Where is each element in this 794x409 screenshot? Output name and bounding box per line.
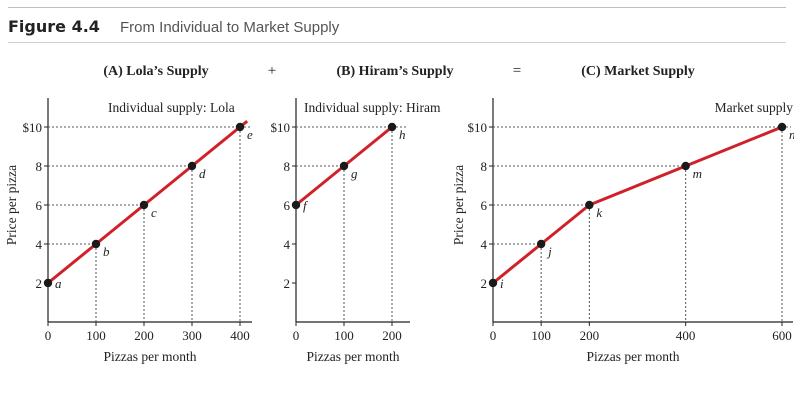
panel-title: (B) Hiram’s Supply [337,64,454,79]
panel-title: (A) Lola’s Supply [103,64,208,79]
x-axis-label: Pizzas per month [307,349,400,364]
x-tick-label: 0 [45,328,52,343]
y-tick-label: 8 [481,159,488,174]
y-tick-label: 2 [36,276,43,291]
y-axis-label: Price per pizza [451,165,466,245]
y-tick-label: 2 [284,276,291,291]
point-label-c: c [151,205,157,220]
data-point-j [536,239,546,249]
panel-3: (C) Market Supply 2 4 6 8 $10 0 100 200 400 600 Piz… [451,64,794,364]
data-point-f [291,200,301,210]
data-point-m [681,161,690,171]
x-tick-label: 400 [676,328,696,343]
point-label-f: f [303,198,309,213]
y-tick-label: 8 [36,159,43,174]
point-label-m: m [693,166,702,181]
data-point-a [43,278,53,288]
panel-1: (A) Lola’s Supply 2 4 6 8 $10 0 100 200 300 400 Piz… [4,64,253,364]
supply-curve [492,125,783,285]
y-tick-label: $10 [271,120,291,135]
point-label-a: a [55,276,62,291]
x-tick-label: 600 [772,328,792,343]
x-tick-label: 100 [86,328,106,343]
y-tick-label: 8 [284,159,291,174]
x-tick-label: 200 [580,328,600,343]
x-axis-label: Pizzas per month [587,349,680,364]
x-tick-label: 200 [134,328,154,343]
operator-plus: + [268,63,276,79]
header-bottom-rule [8,42,786,43]
point-label-i: i [500,276,504,291]
point-label-g: g [351,166,358,181]
curve-label: Individual supply: Hiram [304,100,441,115]
figure-title: From Individual to Market Supply [120,19,340,36]
y-tick-label: 6 [481,198,488,213]
header-top-rule [8,7,786,8]
data-point-e [235,122,245,132]
y-tick-label: 4 [481,237,488,252]
point-label-e: e [247,127,253,142]
x-tick-label: 0 [293,328,300,343]
y-tick-label: $10 [23,120,43,135]
operator-equals: = [513,63,521,79]
y-tick-label: 4 [284,237,291,252]
y-tick-label: 4 [36,237,43,252]
point-label-d: d [199,166,206,181]
y-tick-label: 2 [481,276,488,291]
x-tick-label: 300 [182,328,202,343]
x-tick-label: 100 [334,328,354,343]
figure-label: Figure 4.4 [8,17,100,36]
curve-label: Individual supply: Lola [108,100,235,115]
data-point-n [777,122,787,132]
x-tick-label: 0 [490,328,497,343]
point-label-b: b [103,244,110,259]
panel-2: (B) Hiram’s Supply 2 4 6 8 $10 0 100 200 Pizzas p… [271,64,454,364]
x-tick-label: 400 [230,328,250,343]
point-label-h: h [399,127,406,142]
point-label-j: j [546,244,552,259]
point-label-n: n [789,127,794,142]
data-point-g [339,161,349,171]
data-point-c [139,200,149,210]
x-tick-label: 100 [531,328,551,343]
y-tick-label: 6 [284,198,291,213]
y-tick-label: 6 [36,198,43,213]
y-tick-label: $10 [468,120,488,135]
panel-title: (C) Market Supply [581,64,695,79]
x-tick-label: 200 [382,328,402,343]
data-point-d [187,161,197,171]
y-axis-label: Price per pizza [4,165,19,245]
x-axis-label: Pizzas per month [104,349,197,364]
point-label-k: k [596,205,602,220]
data-point-b [91,239,101,249]
data-point-k [585,200,594,210]
data-point-i [488,278,498,288]
data-point-h [387,122,397,132]
curve-label: Market supply [715,100,794,115]
